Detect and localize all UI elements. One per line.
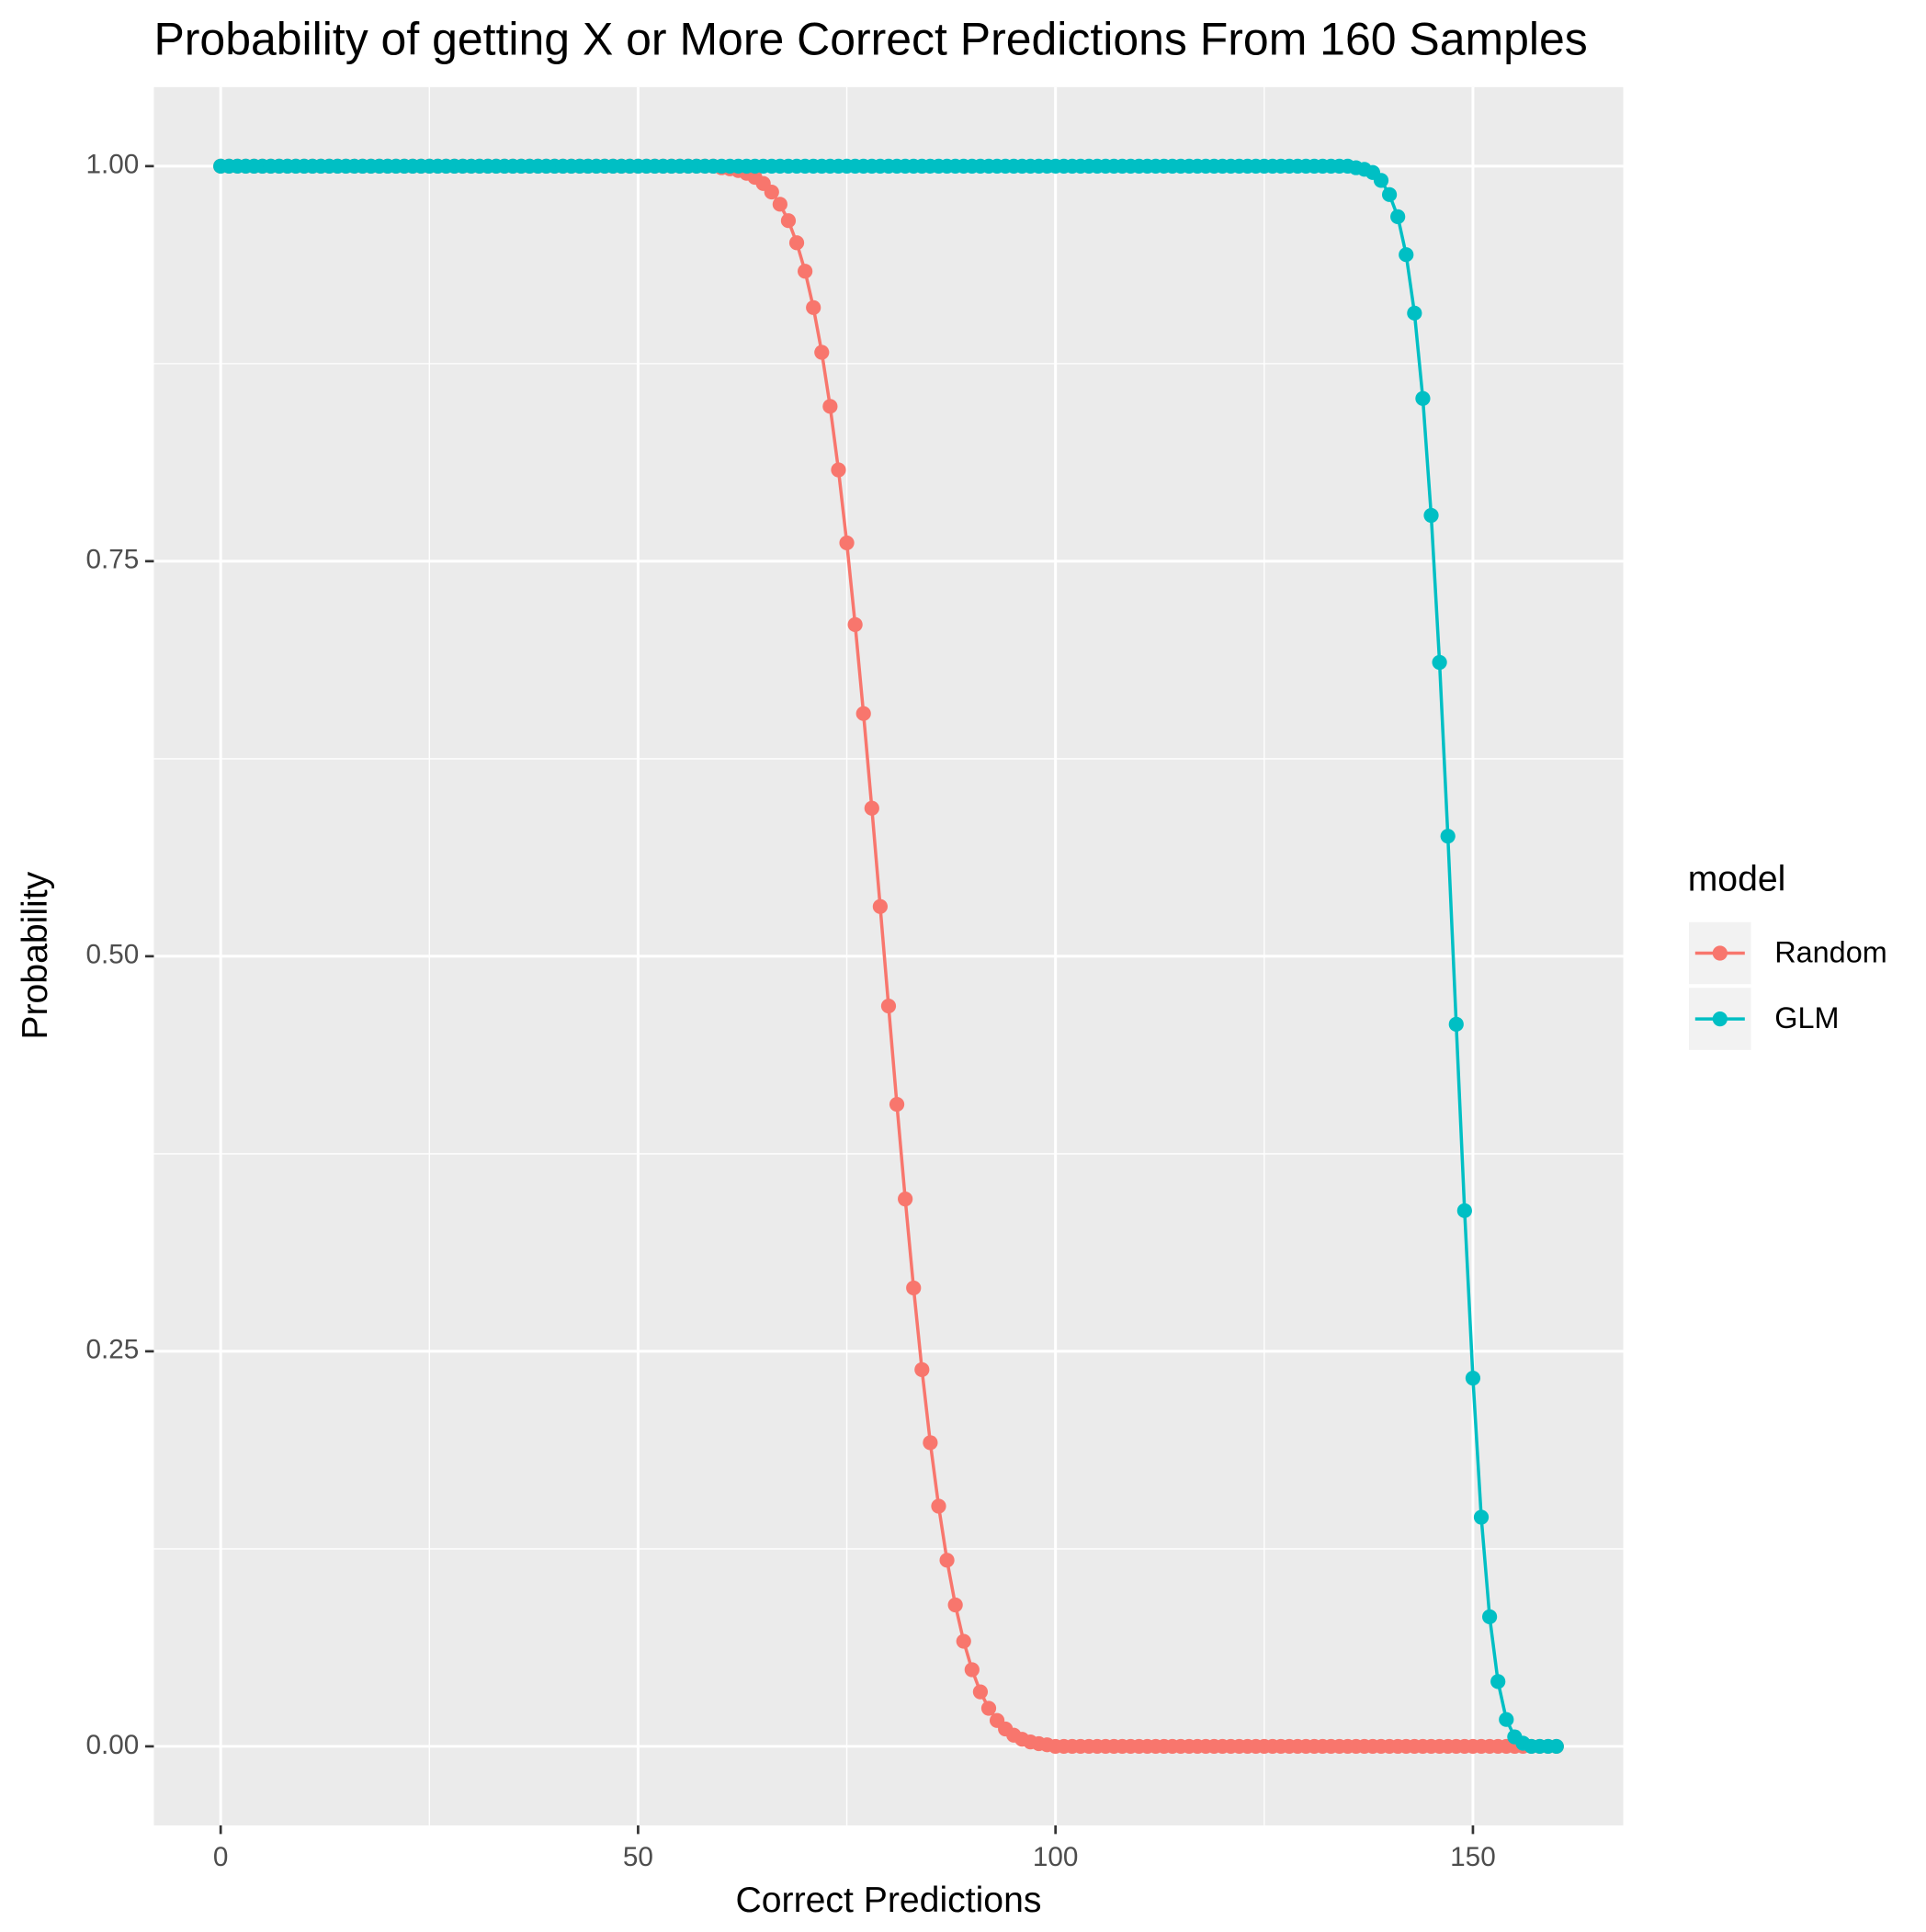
y-tick-label: 1.00 [85,150,139,180]
data-point [822,399,838,414]
data-point [764,184,779,200]
data-point [806,299,821,315]
x-tick-label: 150 [1450,1842,1496,1872]
y-tick-label: 0.00 [85,1730,139,1760]
data-point [1415,390,1431,406]
x-tick-label: 50 [623,1842,653,1872]
data-point [1423,507,1439,524]
data-point [855,706,871,721]
data-point [772,197,787,212]
y-axis-title: Probability [16,871,55,1039]
y-tick-label: 0.25 [85,1335,139,1365]
data-point [947,1597,963,1613]
data-point [1448,1016,1464,1032]
data-point [1399,247,1414,263]
data-point [939,1553,955,1568]
data-point [898,1191,913,1207]
data-point [956,1633,971,1649]
data-point [880,998,897,1014]
data-point [831,462,846,478]
data-point [798,264,813,279]
data-point [1548,1738,1564,1755]
legend-point [1712,945,1728,961]
chart-title: Probability of getting X or More Correct… [153,13,1587,64]
data-point [864,800,879,816]
data-point [1482,1609,1498,1624]
data-point [1373,173,1389,188]
data-point [1432,654,1447,671]
data-point [923,1435,938,1451]
data-point [1381,186,1398,202]
data-point [931,1498,946,1514]
data-point [814,345,830,360]
data-point [1456,1203,1472,1218]
data-point [1407,305,1422,321]
data-point [780,213,797,229]
x-tick-label: 0 [213,1842,229,1872]
data-point [964,1662,980,1678]
y-tick-label: 0.75 [85,545,139,575]
data-point [914,1361,930,1377]
x-tick-label: 100 [1033,1842,1079,1872]
data-point [1499,1712,1514,1727]
data-point [972,1684,989,1700]
legend-point [1712,1011,1728,1027]
data-point [906,1280,922,1296]
data-point [839,535,855,551]
data-point [1390,209,1406,225]
data-point [980,1700,997,1716]
data-point [889,1096,905,1113]
data-point [1465,1371,1481,1386]
legend-label: Random [1774,935,1887,968]
legend-label: GLM [1774,1001,1839,1034]
data-point [788,235,805,251]
data-point [847,616,863,632]
data-point [1490,1674,1506,1689]
x-axis-title: Correct Predictions [735,1881,1041,1920]
y-tick-label: 0.50 [85,940,139,970]
data-point [1473,1509,1490,1525]
data-point [872,898,888,914]
legend-title: model [1688,860,1786,899]
data-point [1440,829,1456,844]
